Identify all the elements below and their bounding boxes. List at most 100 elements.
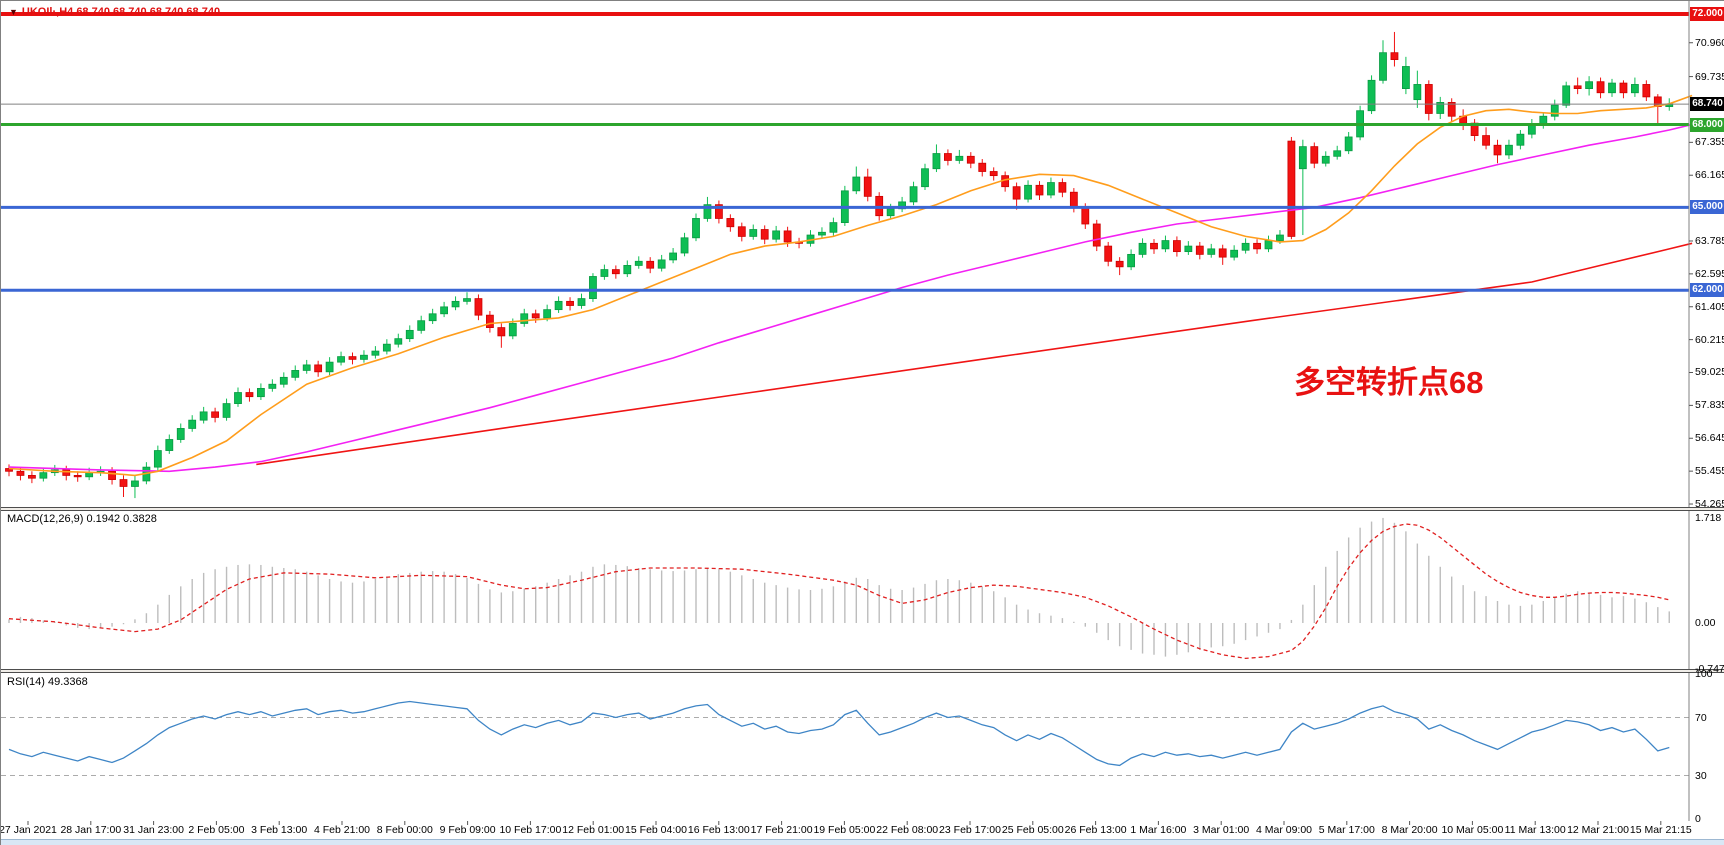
candle-body[interactable] — [1287, 140, 1296, 237]
candle-body[interactable] — [463, 298, 471, 302]
candle-body[interactable] — [692, 218, 700, 239]
candle-body[interactable] — [16, 470, 25, 476]
candle-body[interactable] — [279, 376, 288, 385]
ma-mid-line[interactable] — [8, 123, 1693, 473]
candle-body[interactable] — [314, 364, 323, 373]
candle-body[interactable] — [589, 276, 597, 299]
candle-body[interactable] — [566, 300, 574, 306]
candle-body[interactable] — [1104, 245, 1113, 262]
candle-body[interactable] — [1413, 84, 1422, 101]
candle-body[interactable] — [749, 229, 758, 237]
candle-body[interactable] — [256, 387, 265, 398]
candle-body[interactable] — [531, 313, 540, 319]
candle-body[interactable] — [1173, 240, 1181, 253]
candle-body[interactable] — [1150, 242, 1158, 250]
candle-body[interactable] — [73, 475, 82, 478]
ma-slow-line[interactable] — [256, 242, 1693, 466]
candle-body[interactable] — [611, 269, 620, 275]
candle-body[interactable] — [921, 168, 929, 188]
candle-body[interactable] — [1596, 81, 1605, 94]
candle-body[interactable] — [1344, 136, 1353, 152]
candle-body[interactable] — [348, 356, 357, 360]
candle-body[interactable] — [1550, 104, 1559, 117]
candle-body[interactable] — [680, 237, 689, 254]
candle-body[interactable] — [623, 265, 632, 275]
candle-body[interactable] — [451, 300, 460, 308]
candle-body[interactable] — [325, 361, 334, 373]
candle-body[interactable] — [1619, 82, 1628, 94]
candle-body[interactable] — [760, 229, 769, 240]
candle-body[interactable] — [1379, 52, 1387, 81]
candle-body[interactable] — [1264, 240, 1273, 250]
candle-body[interactable] — [222, 403, 231, 418]
candle-body[interactable] — [1092, 223, 1101, 247]
candle-body[interactable] — [1207, 248, 1216, 255]
candle-body[interactable] — [153, 450, 162, 468]
ma-fast-line[interactable] — [8, 94, 1693, 477]
candle-body[interactable] — [669, 252, 677, 261]
candle-body[interactable] — [783, 230, 792, 243]
candle-body[interactable] — [234, 392, 242, 404]
candle-body[interactable] — [852, 176, 861, 192]
candle-body[interactable] — [1516, 133, 1525, 146]
candle-body[interactable] — [485, 314, 494, 329]
candle-body[interactable] — [989, 171, 998, 177]
candle-body[interactable] — [1195, 245, 1204, 255]
candle-body[interactable] — [85, 472, 94, 478]
candle-body[interactable] — [1081, 207, 1090, 225]
candle-body[interactable] — [886, 208, 895, 217]
candle-body[interactable] — [1241, 242, 1250, 251]
candle-body[interactable] — [291, 370, 300, 378]
candle-body[interactable] — [715, 204, 723, 219]
panel-separator-macd[interactable] — [1, 507, 1724, 511]
candle-body[interactable] — [1505, 144, 1513, 156]
candle-body[interactable] — [1482, 135, 1490, 146]
candle-body[interactable] — [211, 411, 220, 418]
candle-body[interactable] — [863, 176, 872, 197]
candle-body[interactable] — [188, 419, 197, 429]
candle-body[interactable] — [337, 356, 345, 363]
candle-body[interactable] — [1069, 191, 1078, 208]
candle-body[interactable] — [405, 329, 414, 340]
candle-body[interactable] — [1184, 245, 1193, 253]
candle-body[interactable] — [1642, 84, 1651, 98]
candle-body[interactable] — [245, 392, 254, 398]
candle-body[interactable] — [1424, 84, 1433, 114]
candle-body[interactable] — [909, 186, 918, 203]
candle-body[interactable] — [1573, 85, 1582, 90]
candle-body[interactable] — [1298, 146, 1307, 170]
candle-body[interactable] — [1138, 242, 1147, 255]
candle-body[interactable] — [1493, 144, 1502, 156]
candle-body[interactable] — [1390, 52, 1399, 60]
candle-body[interactable] — [131, 480, 139, 487]
candle-body[interactable] — [932, 153, 941, 170]
candle-body[interactable] — [703, 204, 712, 219]
candle-body[interactable] — [1115, 260, 1124, 268]
candle-body[interactable] — [382, 343, 391, 352]
candle-body[interactable] — [1367, 79, 1376, 112]
candle-body[interactable] — [944, 153, 952, 161]
candle-body[interactable] — [497, 327, 506, 337]
candle-body[interactable] — [1218, 248, 1227, 258]
candle-body[interactable] — [818, 231, 826, 236]
candle-body[interactable] — [1321, 155, 1330, 164]
candle-body[interactable] — [1447, 102, 1456, 117]
panel-separator-rsi[interactable] — [1, 669, 1724, 673]
time-axis[interactable]: 27 Jan 2021 28 Jan 17:00 31 Jan 23:00 2 Feb… — [1, 821, 1724, 839]
rsi-line[interactable] — [8, 700, 1670, 767]
candle-body[interactable] — [119, 479, 128, 487]
candle-body[interactable] — [268, 383, 277, 389]
candle-body[interactable] — [1333, 150, 1342, 157]
macd-signal-line[interactable] — [8, 523, 1670, 660]
candle-body[interactable] — [428, 313, 437, 322]
candle-body[interactable] — [394, 338, 403, 345]
candle-body[interactable] — [1012, 186, 1021, 200]
candle-body[interactable] — [772, 230, 781, 240]
candle-body[interactable] — [417, 320, 426, 331]
candle-body[interactable] — [1436, 102, 1445, 114]
symbol-dropdown-icon[interactable]: ▼ — [9, 7, 18, 17]
candle-body[interactable] — [108, 470, 116, 480]
candle-body[interactable] — [1562, 85, 1571, 106]
candle-body[interactable] — [520, 313, 529, 324]
candle-body[interactable] — [1047, 182, 1055, 196]
